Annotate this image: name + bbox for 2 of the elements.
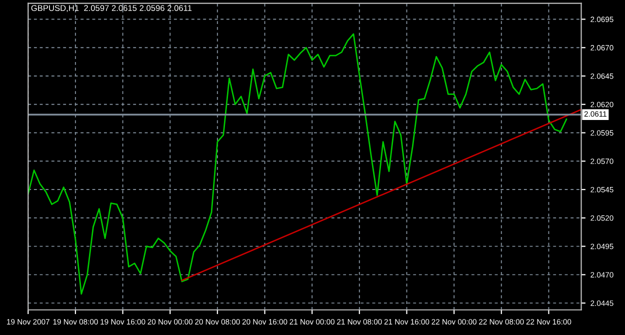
chart-title: GBPUSD,H1 2.0597 2.0615 2.0596 2.0611 bbox=[31, 5, 192, 12]
line-series bbox=[28, 33, 568, 295]
